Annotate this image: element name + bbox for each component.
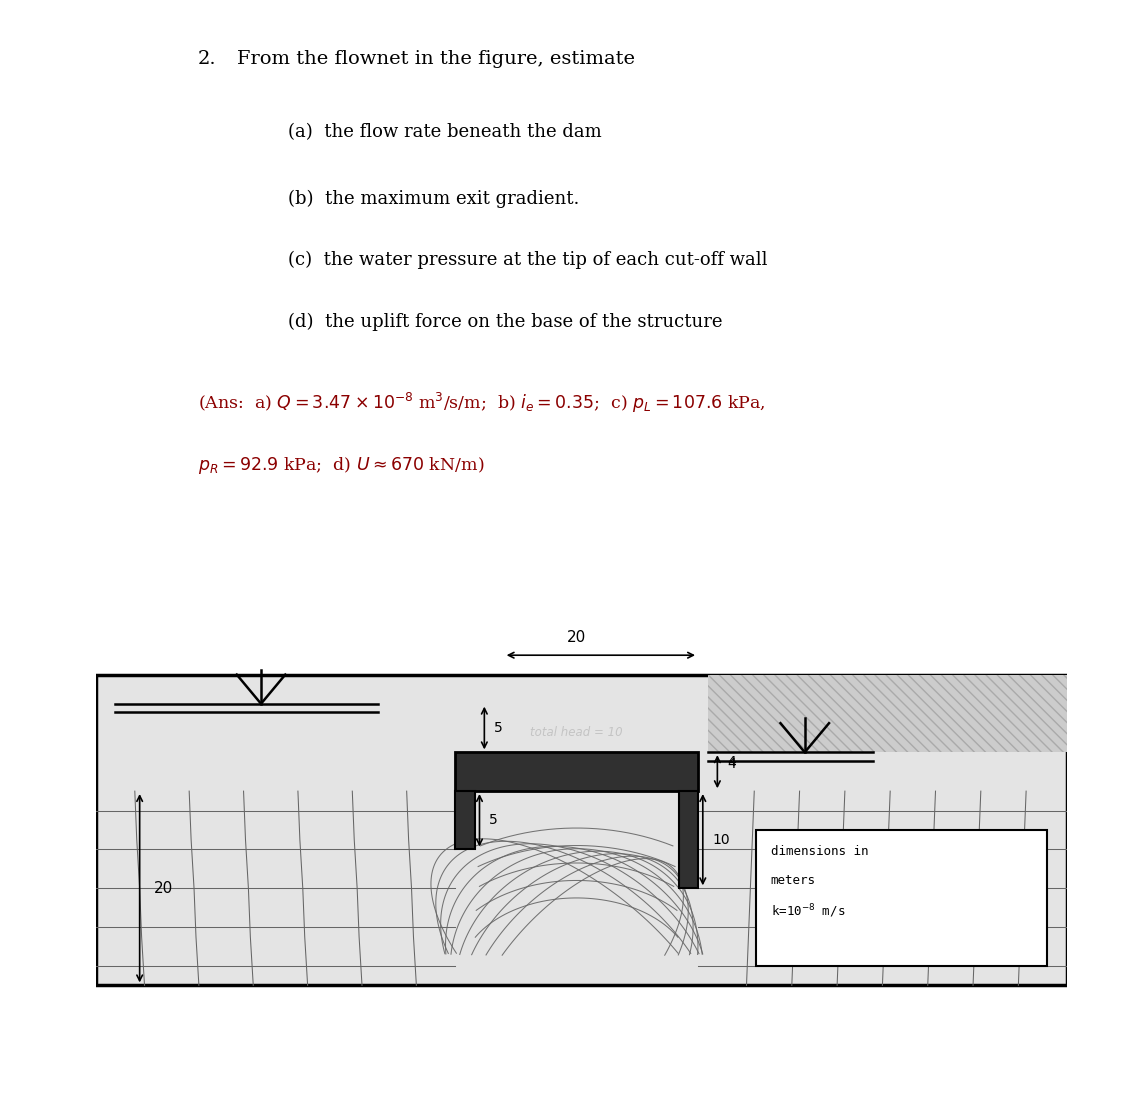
Text: 5: 5 [489,814,498,827]
Bar [708,674,1067,752]
Text: $p_R = 92.9$ kPa;  d) $U \approx 670$ kN/m): $p_R = 92.9$ kPa; d) $U \approx 670$ kN/… [198,455,484,475]
Text: 2.: 2. [198,50,216,68]
Text: (a)  the flow rate beneath the dam: (a) the flow rate beneath the dam [288,123,602,141]
Text: 10: 10 [712,833,730,847]
Text: total head = 10: total head = 10 [531,727,623,740]
Text: meters: meters [771,874,816,886]
Text: (d)  the uplift force on the base of the structure: (d) the uplift force on the base of the … [288,312,723,330]
Text: 4: 4 [727,756,736,769]
Bar [455,791,474,849]
Text: (c)  the water pressure at the tip of each cut-off wall: (c) the water pressure at the tip of eac… [288,251,768,269]
Text: 20: 20 [567,631,586,645]
Text: (b)  the maximum exit gradient.: (b) the maximum exit gradient. [288,190,579,208]
Bar [455,752,698,791]
Text: k=10$^{-8}$ m/s: k=10$^{-8}$ m/s [771,903,846,921]
Bar [756,830,1048,966]
Text: (Ans:  a) $Q = 3.47 \times 10^{-8}$ m$^3$/s/m;  b) $i_e = 0.35$;  c) $p_L = 107.: (Ans: a) $Q = 3.47 \times 10^{-8}$ m$^3$… [198,391,765,415]
Text: 4: 4 [727,757,736,771]
Bar [679,791,698,888]
Bar [96,674,1067,985]
Text: 5: 5 [495,721,502,735]
Text: From the flownet in the figure, estimate: From the flownet in the figure, estimate [237,50,636,68]
Text: dimensions in: dimensions in [771,845,868,857]
Text: 20: 20 [155,881,174,896]
